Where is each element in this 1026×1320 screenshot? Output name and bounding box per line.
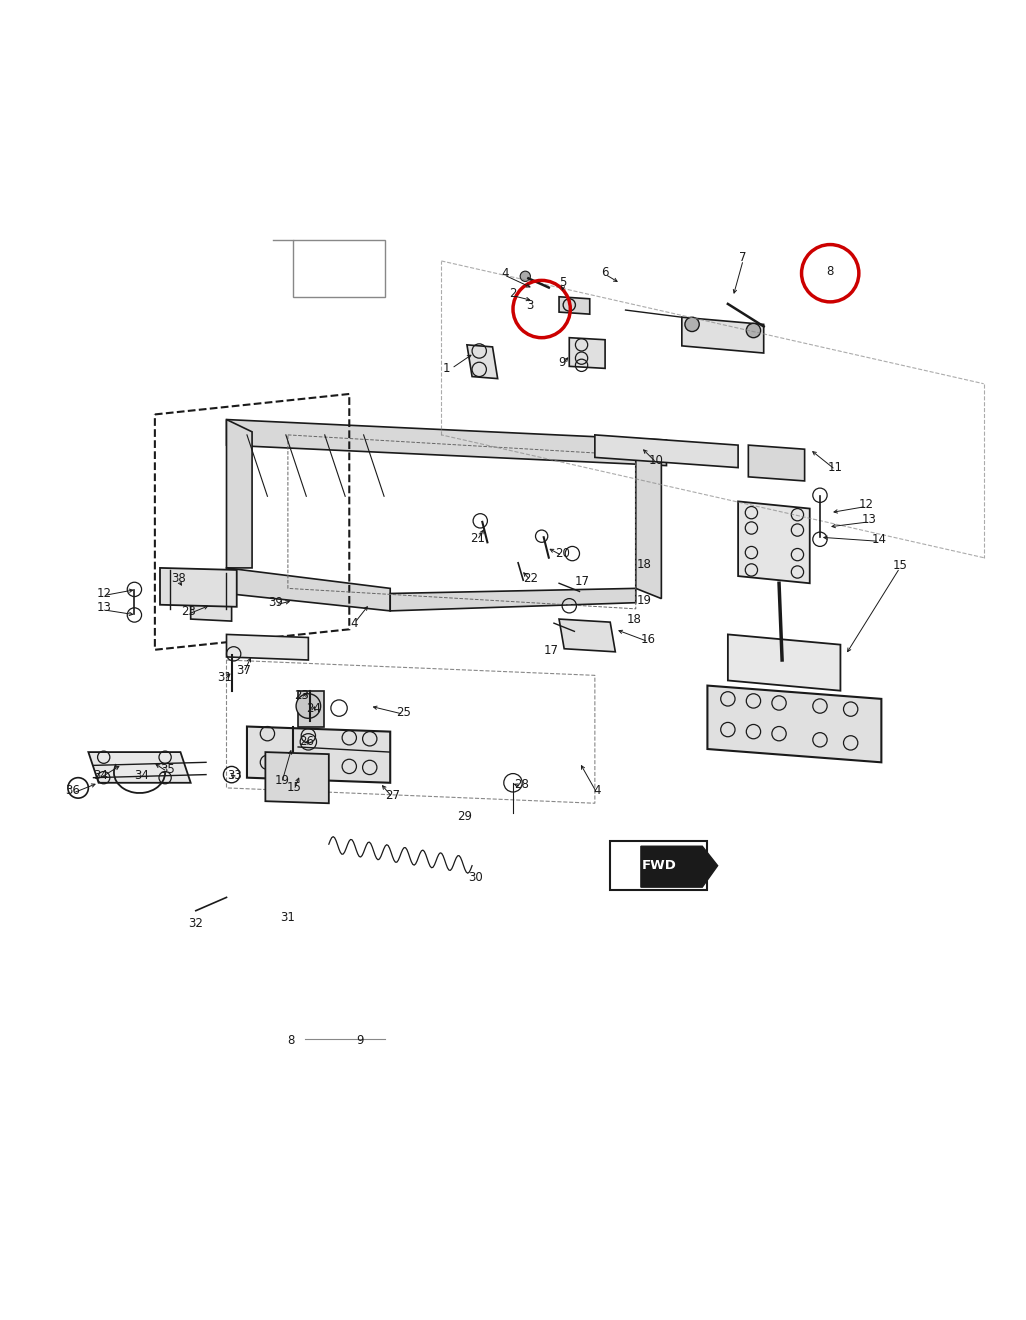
Polygon shape (727, 635, 840, 690)
Polygon shape (88, 752, 191, 783)
Text: 26: 26 (299, 735, 314, 748)
Text: 18: 18 (626, 612, 641, 626)
Text: 9: 9 (558, 356, 566, 368)
Text: 8: 8 (287, 1034, 294, 1047)
Circle shape (520, 271, 530, 281)
Text: 35: 35 (160, 763, 174, 776)
Text: 3: 3 (525, 300, 534, 313)
Text: 24: 24 (306, 702, 321, 714)
Text: 9: 9 (356, 1034, 363, 1047)
Text: 11: 11 (828, 461, 842, 474)
Text: 29: 29 (458, 810, 472, 824)
Text: 5: 5 (559, 276, 566, 289)
Text: 1: 1 (443, 362, 450, 375)
Text: 18: 18 (636, 558, 652, 572)
Text: 17: 17 (544, 644, 558, 657)
Text: 21: 21 (470, 532, 484, 545)
Text: 15: 15 (893, 560, 907, 573)
Text: 13: 13 (96, 602, 111, 614)
Text: 30: 30 (468, 871, 482, 884)
Text: 32: 32 (189, 917, 203, 931)
Text: 12: 12 (859, 498, 873, 511)
Polygon shape (569, 338, 605, 368)
Text: 6: 6 (601, 265, 608, 279)
Text: 27: 27 (385, 788, 400, 801)
Polygon shape (227, 635, 309, 660)
Polygon shape (247, 726, 390, 783)
Text: 31: 31 (280, 911, 295, 924)
Text: 4: 4 (593, 784, 600, 797)
Text: 34: 34 (93, 770, 108, 783)
Polygon shape (707, 685, 881, 763)
Text: 23: 23 (182, 606, 196, 618)
Polygon shape (191, 594, 232, 622)
Text: 22: 22 (523, 572, 538, 585)
Text: 19: 19 (274, 775, 289, 787)
Text: 28: 28 (514, 779, 528, 791)
Text: 37: 37 (236, 664, 251, 677)
Text: 4: 4 (351, 616, 358, 630)
Text: 7: 7 (740, 251, 747, 264)
Polygon shape (390, 589, 636, 611)
Text: 33: 33 (228, 770, 242, 783)
Text: 13: 13 (862, 513, 876, 527)
Polygon shape (682, 317, 763, 352)
Circle shape (746, 323, 760, 338)
Polygon shape (559, 619, 616, 652)
Text: 4: 4 (501, 267, 509, 280)
Text: 15: 15 (286, 781, 302, 795)
Polygon shape (636, 440, 662, 598)
Text: 2: 2 (509, 288, 517, 300)
Circle shape (685, 317, 700, 331)
Polygon shape (227, 568, 390, 611)
Bar (293, 240, 385, 297)
Text: 39: 39 (268, 597, 283, 610)
Text: 31: 31 (218, 671, 232, 684)
Text: 20: 20 (555, 546, 569, 560)
Text: 10: 10 (648, 454, 664, 467)
Text: 17: 17 (576, 574, 590, 587)
Text: 19: 19 (636, 594, 652, 607)
Polygon shape (738, 502, 810, 583)
FancyBboxPatch shape (610, 841, 707, 890)
Polygon shape (641, 846, 717, 887)
Polygon shape (467, 345, 498, 379)
Text: 23: 23 (293, 689, 309, 702)
Polygon shape (748, 445, 804, 480)
Text: 12: 12 (96, 587, 111, 601)
Polygon shape (227, 420, 667, 466)
Text: FWD: FWD (642, 859, 677, 873)
Polygon shape (559, 297, 590, 314)
Circle shape (297, 694, 321, 718)
Polygon shape (160, 568, 237, 607)
Text: 36: 36 (66, 784, 80, 797)
Polygon shape (227, 420, 252, 568)
Polygon shape (266, 752, 328, 804)
Text: 16: 16 (640, 634, 656, 645)
Polygon shape (299, 690, 324, 726)
Polygon shape (595, 434, 738, 467)
Text: 34: 34 (134, 770, 149, 783)
Text: 8: 8 (827, 265, 834, 277)
Text: 25: 25 (396, 706, 411, 718)
Text: 38: 38 (171, 572, 186, 585)
Text: 14: 14 (872, 533, 886, 545)
